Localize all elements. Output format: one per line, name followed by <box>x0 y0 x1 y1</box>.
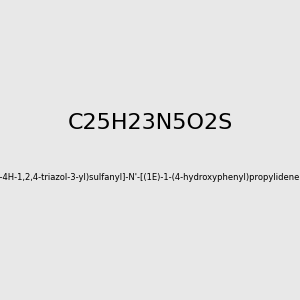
Text: 2-[(4,5-diphenyl-4H-1,2,4-triazol-3-yl)sulfanyl]-N'-[(1E)-1-(4-hydroxyphenyl)pro: 2-[(4,5-diphenyl-4H-1,2,4-triazol-3-yl)s… <box>0 172 300 182</box>
Text: C25H23N5O2S: C25H23N5O2S <box>68 113 232 133</box>
